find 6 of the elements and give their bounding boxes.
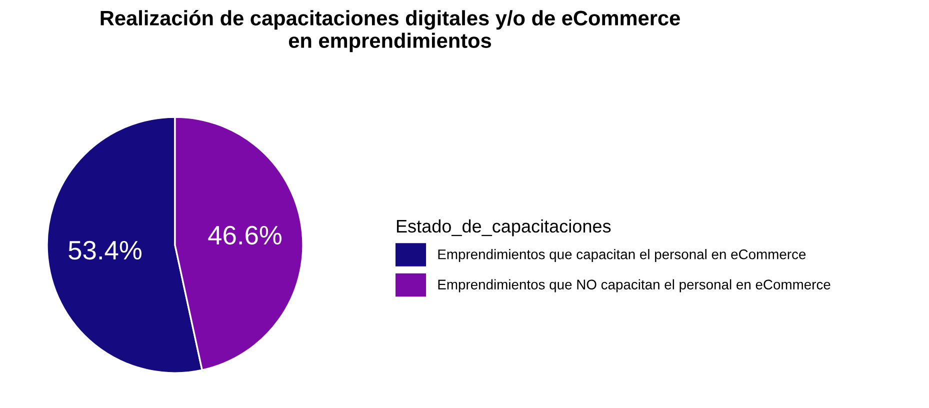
data-label: 46.6% — [208, 226, 282, 245]
chart-title: Realización de capacitaciones digitales y/o de eCommerce en emprendimientos — [100, 10, 680, 52]
legend-title: Estado_de_capacitaciones — [396, 219, 611, 236]
legend-label: Emprendimientos que NO capacitan el personal en eCommerce — [438, 279, 830, 292]
data-label: 53.4% — [68, 240, 142, 260]
legend-label: Emprendimientos que capacitan el personal en eCommerce — [438, 249, 806, 262]
